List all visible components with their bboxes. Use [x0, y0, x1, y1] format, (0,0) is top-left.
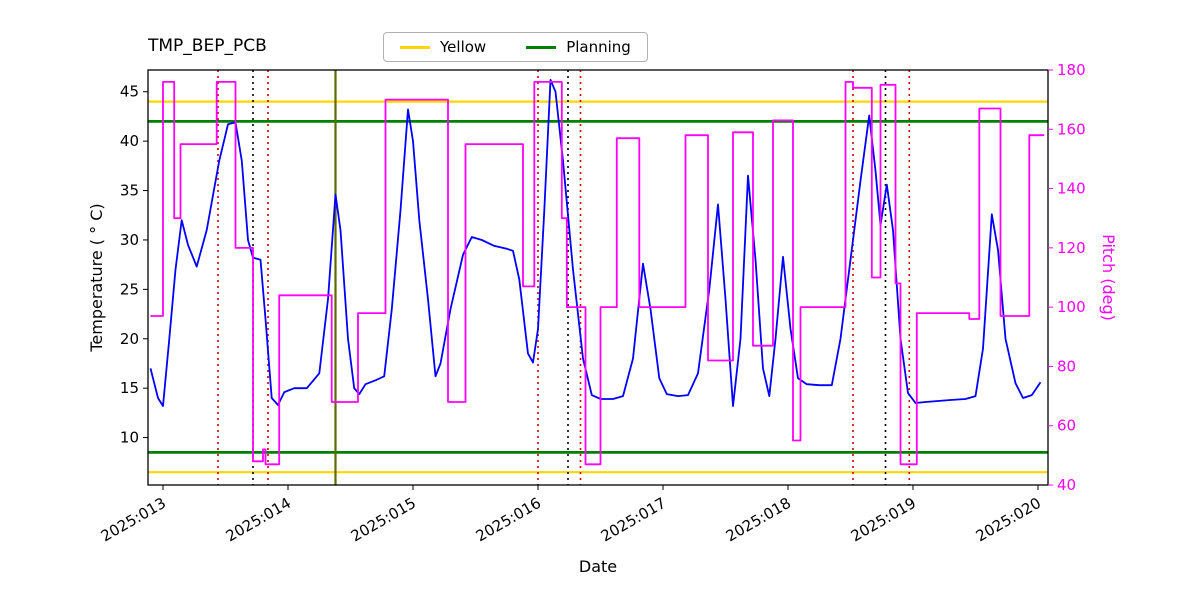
x-tick-label: 2025:017	[598, 494, 669, 546]
x-tick-label: 2025:016	[473, 494, 544, 546]
temperature-series	[149, 79, 1042, 407]
chart-title: TMP_BEP_PCB	[148, 36, 267, 56]
legend-item-yellow: Yellow	[400, 38, 486, 56]
y-right-tick-label: 40	[1057, 476, 1076, 494]
y-axis-label-left: Temperature ( ° C)	[87, 203, 106, 352]
y-right-tick-label: 140	[1057, 180, 1086, 198]
plot-border	[147, 69, 1049, 486]
legend-swatch-planning	[526, 45, 557, 49]
x-tick-label: 2025:020	[973, 494, 1044, 546]
legend-swatch-yellow	[400, 45, 430, 49]
y-right-tick-label: 120	[1057, 239, 1086, 257]
x-tick-label: 2025:013	[98, 494, 169, 546]
y-left-tick-label: 15	[120, 379, 139, 397]
y-left-tick-label: 20	[120, 330, 139, 348]
y-left-tick-label: 30	[120, 231, 139, 249]
legend-item-planning: Planning	[526, 38, 631, 56]
legend-label-yellow: Yellow	[440, 38, 487, 56]
y-right-tick-label: 160	[1057, 120, 1086, 138]
y-left-tick-label: 10	[120, 429, 139, 447]
x-tick-label: 2025:019	[848, 494, 919, 546]
y-left-tick-label: 40	[120, 132, 139, 150]
y-left-tick-label: 35	[120, 182, 139, 200]
x-tick-label: 2025:018	[723, 494, 794, 546]
y-left-tick-label: 25	[120, 280, 139, 298]
y-left-tick-label: 45	[120, 83, 139, 101]
pitch-series	[150, 81, 1045, 466]
y-right-tick-label: 80	[1057, 357, 1076, 375]
x-axis-label: Date	[579, 557, 617, 576]
y-right-tick-label: 100	[1057, 298, 1086, 316]
y-right-tick-label: 60	[1057, 417, 1076, 435]
y-right-tick-label: 180	[1057, 61, 1086, 79]
legend: Yellow Planning	[383, 32, 648, 62]
x-tick-label: 2025:015	[348, 494, 419, 546]
legend-label-planning: Planning	[566, 38, 631, 56]
y-axis-label-right: Pitch (deg)	[1099, 234, 1118, 321]
x-tick-label: 2025:014	[223, 494, 294, 546]
